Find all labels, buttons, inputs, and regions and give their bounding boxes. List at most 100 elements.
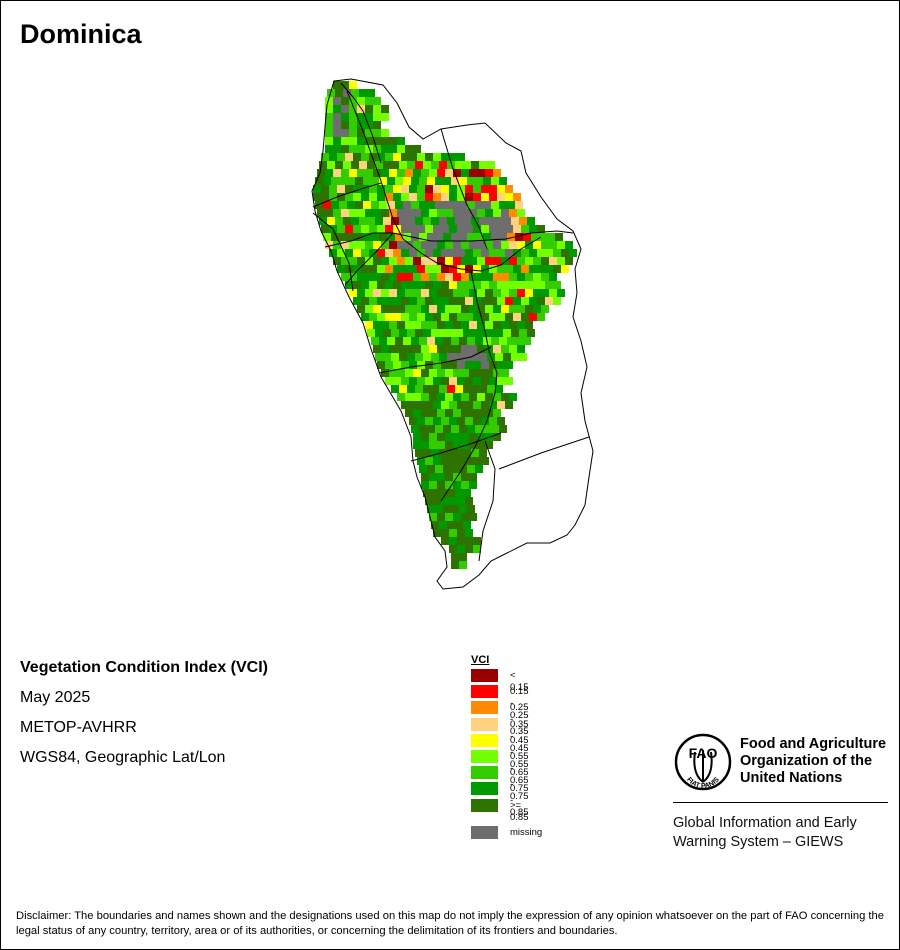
vci-cell <box>373 113 381 121</box>
vci-cell <box>325 129 333 137</box>
vci-cell <box>425 225 433 233</box>
vci-cell <box>519 217 527 225</box>
vci-cell <box>485 321 493 329</box>
vci-cell <box>501 345 509 353</box>
vci-cell <box>529 225 537 233</box>
vci-cell <box>449 537 457 545</box>
vci-cell <box>397 289 405 297</box>
vci-cell <box>369 313 377 321</box>
vci-cell <box>381 273 389 281</box>
vci-cell <box>373 97 381 105</box>
vci-cell <box>381 209 389 217</box>
vci-cell <box>453 369 461 377</box>
vci-cell <box>465 537 473 545</box>
vci-cell <box>345 185 353 193</box>
vci-cell <box>477 345 485 353</box>
vci-cell <box>393 185 401 193</box>
vci-cell <box>381 369 389 377</box>
vci-cell <box>525 321 533 329</box>
vci-cell <box>511 217 519 225</box>
vci-cell <box>421 345 429 353</box>
vci-cell <box>455 161 463 169</box>
legend-label: 0.35 - 0.45 <box>510 718 529 754</box>
vci-cell <box>349 105 357 113</box>
vci-cell <box>445 369 453 377</box>
vci-cell <box>489 249 497 257</box>
legend-item: 0.15 - 0.25 <box>471 684 529 721</box>
vci-cell <box>513 193 521 201</box>
vci-cell <box>493 433 501 441</box>
vci-cell <box>359 89 367 97</box>
vci-cell <box>425 457 433 465</box>
vci-cell <box>421 433 429 441</box>
vci-cell <box>405 305 413 313</box>
vci-cell <box>553 297 561 305</box>
vci-cell <box>389 345 397 353</box>
vci-cell <box>505 265 513 273</box>
parish-boundary <box>378 346 492 374</box>
legend-item-missing: missing <box>471 825 542 841</box>
parish-boundary <box>312 182 382 208</box>
vci-cell <box>417 297 425 305</box>
parish-boundary <box>478 440 496 562</box>
vci-cell <box>321 193 329 201</box>
vci-cell <box>397 257 405 265</box>
vci-cell <box>453 209 461 217</box>
vci-cell <box>449 497 457 505</box>
vci-cell <box>441 313 449 321</box>
vci-cell <box>505 281 513 289</box>
vci-cell <box>365 121 373 129</box>
vci-cell <box>415 217 423 225</box>
vci-cell <box>313 193 321 201</box>
vci-cell <box>447 161 455 169</box>
vci-cell <box>369 193 377 201</box>
vci-cell <box>505 249 513 257</box>
vci-cell <box>493 273 501 281</box>
vci-cell <box>333 105 341 113</box>
vci-cell <box>313 185 321 193</box>
vci-cell <box>469 273 477 281</box>
vci-cell <box>435 425 443 433</box>
vci-cell <box>461 241 469 249</box>
vci-cell <box>387 233 395 241</box>
vci-cell <box>339 201 347 209</box>
vci-cell <box>389 369 397 377</box>
vci-cell <box>341 121 349 129</box>
vci-cell <box>449 545 457 553</box>
vci-cell <box>477 321 485 329</box>
vci-cell <box>453 305 461 313</box>
vci-cell <box>325 169 333 177</box>
vci-cell <box>489 417 497 425</box>
vci-cell <box>417 265 425 273</box>
vci-cell <box>505 193 513 201</box>
vci-cell <box>449 377 457 385</box>
vci-cell <box>397 145 405 153</box>
vci-cell <box>383 161 391 169</box>
vci-cell <box>455 521 463 529</box>
vci-cell <box>407 385 415 393</box>
vci-cell <box>427 425 435 433</box>
vci-cell <box>451 561 459 569</box>
vci-cell <box>323 201 331 209</box>
vci-cell <box>449 401 457 409</box>
vci-cell <box>399 329 407 337</box>
vci-cell <box>357 305 365 313</box>
vci-cell <box>463 217 471 225</box>
vci-cell <box>351 217 359 225</box>
vci-cell <box>513 249 521 257</box>
vci-cell <box>427 465 435 473</box>
product-name: Vegetation Condition Index (VCI) <box>20 659 268 676</box>
legend-label: 0.25 - 0.35 <box>510 702 529 738</box>
vci-cell <box>445 441 453 449</box>
vci-cell <box>467 201 475 209</box>
vci-cell <box>417 313 425 321</box>
vci-cell <box>381 113 389 121</box>
vci-cell <box>531 233 539 241</box>
vci-cell <box>457 497 465 505</box>
vci-cell <box>387 201 395 209</box>
vci-cell <box>379 201 387 209</box>
vci-cell <box>437 441 445 449</box>
vci-cell <box>377 193 385 201</box>
vci-cell <box>441 249 449 257</box>
vci-cell <box>401 401 409 409</box>
